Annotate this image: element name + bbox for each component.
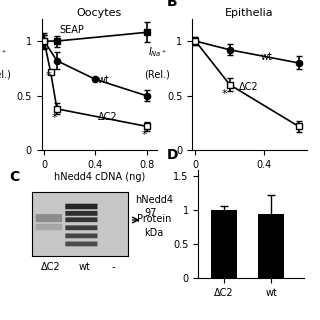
Text: $I_{Na^+}$: $I_{Na^+}$ [148,45,167,59]
Title: Oocytes: Oocytes [76,8,122,19]
Bar [258,214,284,278]
Text: kDa: kDa [144,228,163,238]
Text: *: * [45,71,51,81]
Text: (Rel.): (Rel.) [0,69,11,79]
Title: Epithelia: Epithelia [225,8,274,19]
Text: ΔC2: ΔC2 [238,82,258,92]
Text: -: - [112,262,115,272]
Text: wt: wt [261,52,273,62]
Text: ΔC2: ΔC2 [98,112,117,122]
X-axis label: hNedd4 cDNA: hNedd4 cDNA [216,172,284,181]
Text: 97: 97 [144,208,156,218]
Text: Protein: Protein [137,213,171,224]
Text: (Rel.): (Rel.) [145,69,170,79]
Text: SEAP: SEAP [60,25,84,36]
Text: ΔC2: ΔC2 [41,262,61,272]
Text: C: C [10,170,20,184]
Text: hNedd4: hNedd4 [135,195,173,205]
Text: B: B [167,0,177,9]
Text: *: * [52,113,57,123]
Text: *: * [141,130,147,140]
X-axis label: hNedd4 cDNA (ng): hNedd4 cDNA (ng) [53,172,145,181]
Text: wt: wt [98,75,110,84]
Text: *: * [222,89,228,99]
Bar [211,211,237,278]
Text: $I_{Na^+}$: $I_{Na^+}$ [0,45,7,59]
Text: wt: wt [79,262,91,272]
Text: D: D [167,148,178,162]
